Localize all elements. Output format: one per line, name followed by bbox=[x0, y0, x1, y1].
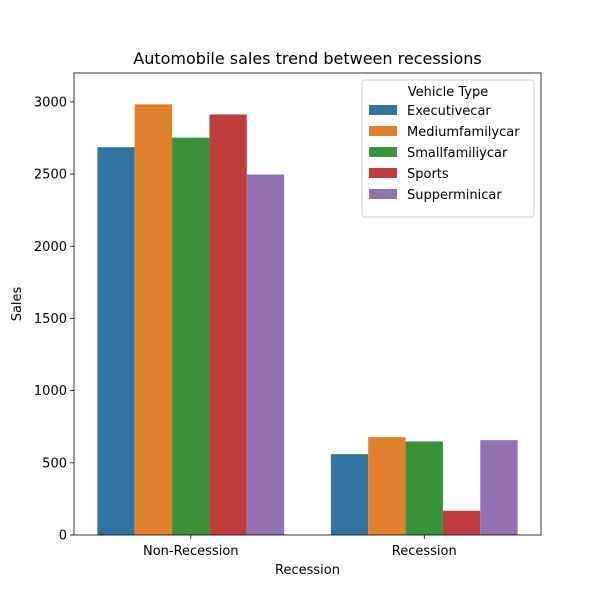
y-tick-label: 2500 bbox=[34, 168, 67, 183]
legend-swatch bbox=[369, 168, 397, 178]
bar-executivecar-non-recession bbox=[97, 147, 135, 536]
legend-title: Vehicle Type bbox=[408, 85, 488, 100]
bar-supperminicar-non-recession bbox=[246, 174, 285, 536]
bar-executivecar-recession bbox=[330, 454, 369, 535]
bar-mediumfamilycar-non-recession bbox=[134, 104, 173, 535]
legend-swatch bbox=[369, 147, 397, 157]
plot-frame bbox=[73, 72, 542, 536]
bar-sports-recession bbox=[442, 510, 481, 535]
legend-swatch bbox=[369, 105, 397, 115]
chart-title: Automobile sales trend between recession… bbox=[133, 49, 481, 68]
legend-label: Supperminicar bbox=[407, 188, 502, 203]
y-tick-label: 2000 bbox=[34, 240, 67, 255]
bar-mediumfamilycar-recession bbox=[368, 437, 406, 535]
legend-label: Sports bbox=[407, 167, 449, 182]
legend-label: Mediumfamilycar bbox=[407, 125, 520, 140]
bar-smallfamiliycar-non-recession bbox=[172, 137, 210, 535]
x-tick-label: Non-Recession bbox=[143, 544, 239, 559]
legend-box bbox=[361, 79, 535, 218]
y-tick-label: 3000 bbox=[34, 95, 67, 110]
legend-swatch bbox=[369, 189, 397, 199]
y-axis-label: Sales bbox=[10, 286, 25, 321]
x-axis-label: Recession bbox=[275, 563, 340, 578]
legend-label: Smallfamiliycar bbox=[407, 146, 508, 161]
y-tick-label: 500 bbox=[42, 456, 67, 471]
bar-supperminicar-recession bbox=[480, 440, 518, 535]
y-tick-label: 1000 bbox=[34, 384, 67, 399]
legend-label: Executivecar bbox=[407, 104, 491, 119]
y-axis: 0 500 1000 1500 2000 2500 3000 bbox=[34, 95, 74, 544]
x-tick-label: Recession bbox=[392, 544, 457, 559]
y-tick-label: 1500 bbox=[34, 312, 67, 327]
legend-swatch bbox=[369, 126, 397, 136]
y-tick-label: 0 bbox=[59, 529, 67, 544]
legend-items: Executivecar Mediumfamilycar Smallfamiliyc… bbox=[369, 104, 520, 203]
bars-layer bbox=[97, 104, 518, 536]
bar-sports-non-recession bbox=[209, 114, 247, 536]
bar-smallfamiliycar-recession bbox=[405, 441, 443, 535]
legend: Vehicle Type Executivecar Mediumfamilycar… bbox=[361, 79, 535, 218]
x-axis: Non-Recession Recession bbox=[143, 535, 457, 559]
